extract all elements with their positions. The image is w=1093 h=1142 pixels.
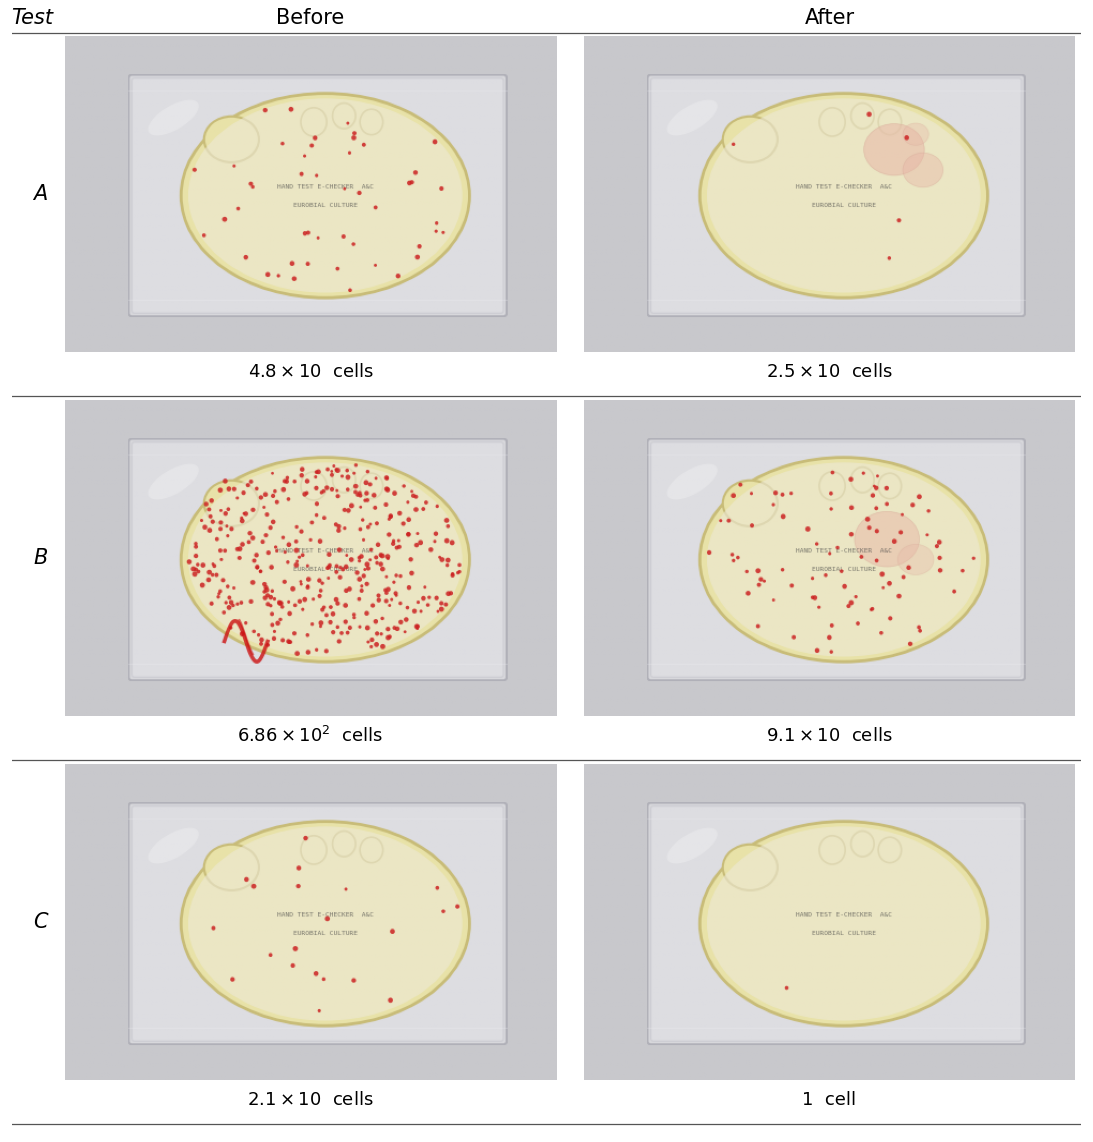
- Text: C: C: [33, 912, 48, 932]
- Text: $4.8 \times 10$  cells: $4.8 \times 10$ cells: [247, 363, 374, 380]
- Text: Before: Before: [277, 8, 344, 27]
- Text: $6.86 \times 10^{2}$  cells: $6.86 \times 10^{2}$ cells: [237, 726, 384, 746]
- Text: $2.5 \times 10$  cells: $2.5 \times 10$ cells: [766, 363, 893, 380]
- Text: B: B: [33, 548, 47, 568]
- Text: A: A: [33, 184, 47, 204]
- Text: Test: Test: [11, 8, 52, 27]
- Text: $2.1 \times 10$  cells: $2.1 \times 10$ cells: [247, 1091, 374, 1109]
- Text: 1  cell: 1 cell: [802, 1091, 857, 1109]
- Text: $9.1 \times 10$  cells: $9.1 \times 10$ cells: [766, 726, 893, 745]
- Text: After: After: [804, 8, 855, 27]
